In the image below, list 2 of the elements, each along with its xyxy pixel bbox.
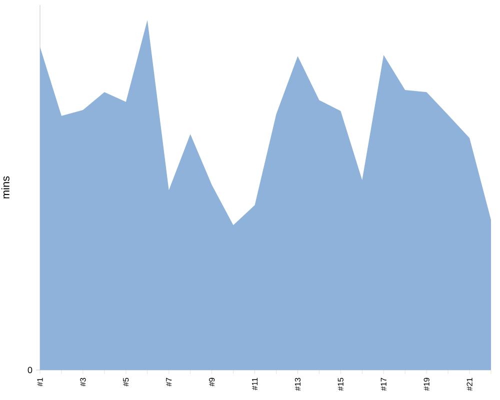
text: 0 xyxy=(28,366,32,374)
y-axis-title: mins xyxy=(1,176,10,198)
